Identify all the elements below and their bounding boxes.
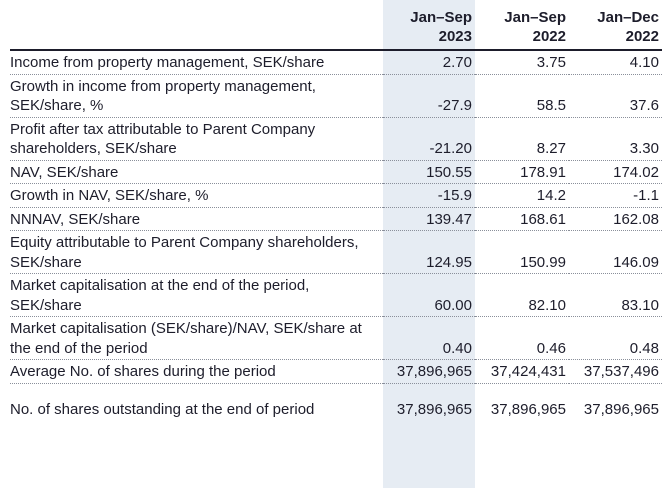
table-row: No. of shares outstanding at the end of … — [10, 398, 662, 421]
row-label: Growth in income from property managemen… — [10, 77, 316, 115]
row-label: Growth in NAV, SEK/share, % — [10, 187, 209, 204]
current-period-column-highlight — [383, 0, 475, 488]
value-jan-sep-2023: -15.9 — [437, 187, 472, 204]
table-row: NAV, SEK/share 150.55 178.91 174.02 — [10, 160, 662, 184]
value-jan-sep-2022: 82.10 — [528, 296, 566, 314]
table-row: Growth in NAV, SEK/share, % -15.9 14.2 -… — [10, 184, 662, 207]
table-row: Profit after tax attributable to Parent … — [10, 117, 662, 160]
value-jan-dec-2022: 4.10 — [629, 54, 659, 71]
table-row: Market capitalisation at the end of the … — [10, 274, 662, 317]
value-jan-sep-2022: 0.46 — [536, 339, 566, 357]
value-jan-sep-2022: 58.5 — [536, 97, 566, 114]
value-jan-sep-2022: 37,424,431 — [490, 363, 566, 380]
value-jan-dec-2022: 3.30 — [629, 140, 659, 157]
value-jan-sep-2023: 150.55 — [426, 163, 472, 181]
value-jan-sep-2023: 139.47 — [426, 210, 472, 228]
value-jan-dec-2022: 162.08 — [613, 210, 659, 228]
value-jan-dec-2022: 0.48 — [629, 339, 659, 357]
value-jan-dec-2022: 37.6 — [629, 97, 659, 114]
value-jan-sep-2023: 37,896,965 — [396, 400, 472, 418]
row-label: Income from property management, SEK/sha… — [10, 54, 325, 71]
table-row: Income from property management, SEK/sha… — [10, 50, 662, 74]
header-jan-dec-2022: Jan–Dec 2022 — [597, 9, 659, 45]
value-jan-sep-2022: 168.61 — [520, 210, 566, 228]
table-header-row: Jan–Sep 2023 Jan–Sep 2022 Jan–Dec 2022 — [10, 8, 662, 50]
value-jan-sep-2023: 124.95 — [426, 253, 472, 271]
row-label: Average No. of shares during the period — [10, 363, 276, 380]
row-label: NNNAV, SEK/share — [10, 210, 141, 228]
value-jan-sep-2022: 8.27 — [536, 140, 566, 157]
value-jan-sep-2022: 178.91 — [520, 163, 566, 181]
value-jan-sep-2022: 150.99 — [520, 253, 566, 271]
table-row: Market capitalisation (SEK/share)/NAV, S… — [10, 317, 662, 360]
value-jan-sep-2023: -21.20 — [429, 140, 472, 157]
header-jan-sep-2023: Jan–Sep 2023 — [410, 9, 472, 45]
value-jan-sep-2023: 2.70 — [442, 54, 472, 71]
table-row: Growth in income from property managemen… — [10, 74, 662, 117]
header-jan-sep-2022: Jan–Sep 2022 — [504, 9, 566, 45]
value-jan-dec-2022: 37,537,496 — [583, 363, 659, 380]
spacer-row — [10, 383, 662, 398]
value-jan-sep-2023: 37,896,965 — [396, 363, 472, 380]
value-jan-sep-2022: 37,896,965 — [490, 400, 566, 418]
row-label: NAV, SEK/share — [10, 163, 119, 181]
value-jan-dec-2022: 83.10 — [621, 296, 659, 314]
header-label-cell — [10, 8, 383, 50]
value-jan-dec-2022: 174.02 — [613, 163, 659, 181]
value-jan-sep-2023: -27.9 — [437, 97, 472, 114]
row-label: Market capitalisation at the end of the … — [10, 277, 310, 314]
value-jan-dec-2022: 37,896,965 — [583, 400, 659, 418]
table-row: NNNAV, SEK/share 139.47 168.61 162.08 — [10, 207, 662, 231]
row-label: Market capitalisation (SEK/share)/NAV, S… — [10, 320, 362, 357]
row-label: No. of shares outstanding at the end of … — [10, 400, 315, 418]
table-row: Average No. of shares during the period … — [10, 360, 662, 383]
value-jan-sep-2023: 0.40 — [442, 339, 472, 357]
value-jan-sep-2023: 60.00 — [434, 296, 472, 314]
value-jan-sep-2022: 14.2 — [536, 187, 566, 204]
table-row: Equity attributable to Parent Company sh… — [10, 231, 662, 274]
key-figures-table: Jan–Sep 2023 Jan–Sep 2022 Jan–Dec 2022 Inco… — [10, 8, 662, 420]
row-label: Equity attributable to Parent Company sh… — [10, 234, 359, 271]
value-jan-sep-2022: 3.75 — [536, 54, 566, 71]
value-jan-dec-2022: -1.1 — [633, 187, 659, 204]
value-jan-dec-2022: 146.09 — [613, 253, 659, 271]
row-label: Profit after tax attributable to Parent … — [10, 120, 316, 158]
